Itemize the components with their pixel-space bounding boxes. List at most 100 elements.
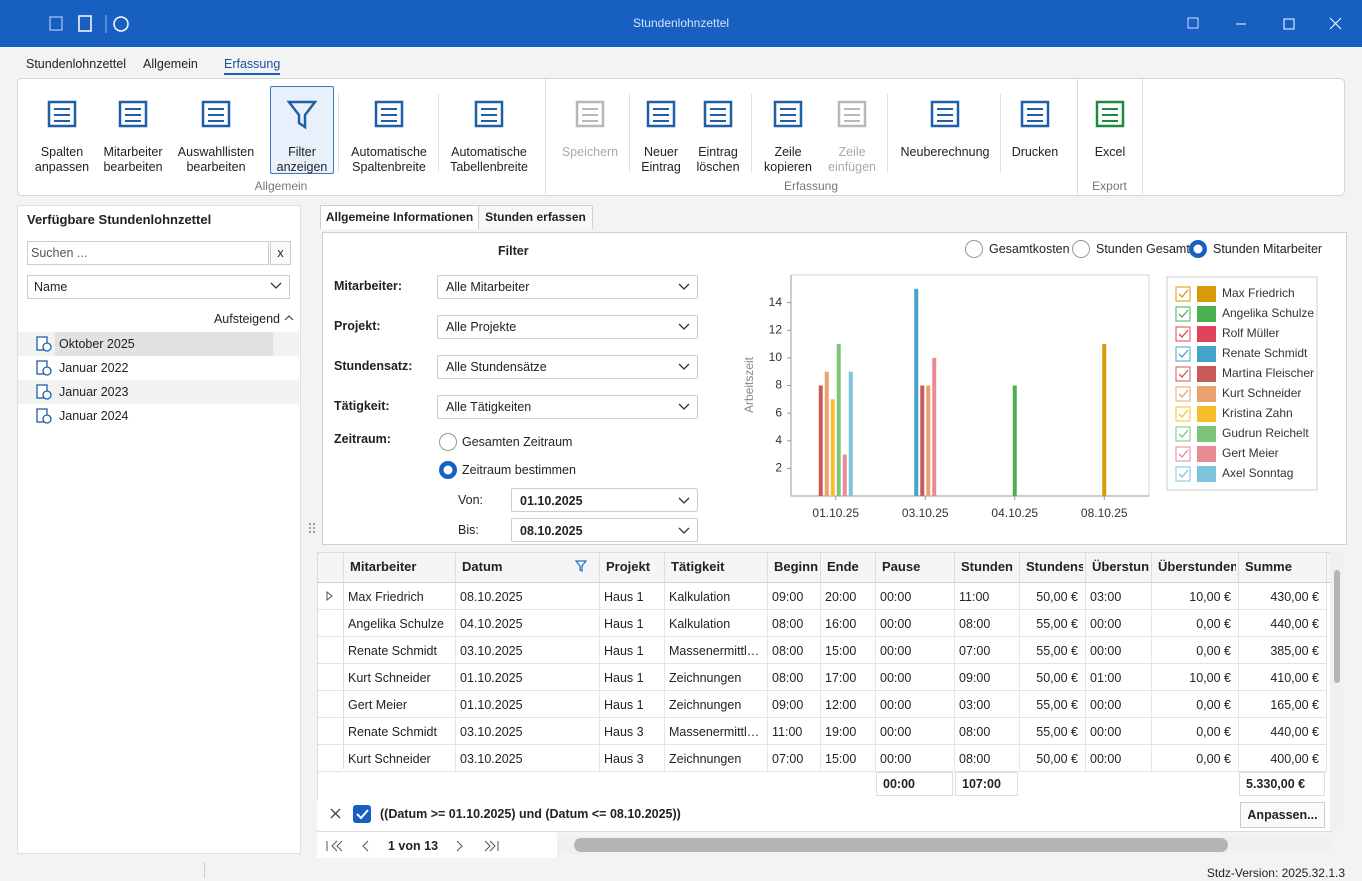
sheet-item[interactable]: Januar 2024 bbox=[59, 408, 129, 424]
grid-cell[interactable]: 08:00 bbox=[772, 643, 813, 659]
legend-checkbox[interactable] bbox=[1176, 347, 1190, 361]
ribbon-tab[interactable]: Erfassung bbox=[224, 56, 280, 75]
grid-cell[interactable]: 09:00 bbox=[959, 670, 1012, 686]
grid-cell[interactable]: 07:00 bbox=[772, 751, 813, 767]
tab[interactable]: Stunden erfassen bbox=[478, 205, 593, 229]
previous-page-button[interactable] bbox=[363, 841, 368, 851]
column-header[interactable]: Stunden bbox=[961, 559, 1017, 575]
column-header[interactable]: Ende bbox=[827, 559, 873, 575]
grid-cell[interactable]: Massenermittlung bbox=[669, 643, 760, 659]
column-filter-icon[interactable] bbox=[575, 560, 587, 572]
grid-cell[interactable]: 20:00 bbox=[825, 589, 868, 605]
column-header[interactable]: Überstunden € bbox=[1158, 559, 1236, 575]
sheet-item[interactable]: Oktober 2025 bbox=[59, 336, 135, 352]
grid-cell[interactable]: Zeichnungen bbox=[669, 751, 760, 767]
grid-cell[interactable]: 50,00 € bbox=[1024, 670, 1078, 686]
ribbon-tab[interactable]: Allgemein bbox=[143, 56, 198, 72]
ribbon-button-label[interactable]: Excel bbox=[1055, 145, 1165, 160]
grid-cell[interactable]: 0,00 € bbox=[1156, 616, 1231, 632]
grid-cell[interactable]: 410,00 € bbox=[1243, 670, 1319, 686]
grid-cell[interactable]: Renate Schmidt bbox=[348, 643, 448, 659]
grid-cell[interactable]: 55,00 € bbox=[1024, 697, 1078, 713]
grid-cell[interactable]: 17:00 bbox=[825, 670, 868, 686]
grid-cell[interactable]: Haus 1 bbox=[604, 643, 657, 659]
radio-button[interactable] bbox=[964, 239, 984, 259]
grid-cell[interactable]: 10,00 € bbox=[1156, 670, 1231, 686]
column-header[interactable]: Überstunden bbox=[1092, 559, 1149, 575]
grid-cell[interactable]: 03.10.2025 bbox=[460, 751, 592, 767]
grid-cell[interactable]: 00:00 bbox=[1090, 724, 1144, 740]
grid-cell[interactable]: 00:00 bbox=[1090, 751, 1144, 767]
grid-cell[interactable]: 19:00 bbox=[825, 724, 868, 740]
grid-cell[interactable]: Haus 3 bbox=[604, 724, 657, 740]
grid-cell[interactable]: 09:00 bbox=[772, 697, 813, 713]
grid-cell[interactable]: 11:00 bbox=[959, 589, 1012, 605]
grid-cell[interactable]: 385,00 € bbox=[1243, 643, 1319, 659]
legend-checkbox[interactable] bbox=[1176, 307, 1190, 321]
grid-cell[interactable]: 08:00 bbox=[772, 616, 813, 632]
radio-button[interactable] bbox=[438, 460, 458, 480]
first-page-button[interactable] bbox=[327, 841, 342, 851]
grid-cell[interactable]: 11:00 bbox=[772, 724, 813, 740]
legend-checkbox[interactable] bbox=[1176, 387, 1190, 401]
grid-cell[interactable]: Zeichnungen bbox=[669, 670, 760, 686]
grid-cell[interactable]: 03.10.2025 bbox=[460, 643, 592, 659]
grid-cell[interactable]: 00:00 bbox=[880, 697, 947, 713]
legend-checkbox[interactable] bbox=[1176, 467, 1190, 481]
grid-cell[interactable]: Haus 1 bbox=[604, 670, 657, 686]
column-header[interactable]: Summe bbox=[1245, 559, 1324, 575]
column-header[interactable]: Tätigkeit bbox=[671, 559, 765, 575]
sheet-item[interactable]: Januar 2022 bbox=[59, 360, 129, 376]
radio-label[interactable]: Zeitraum bestimmen bbox=[462, 462, 576, 478]
legend-checkbox[interactable] bbox=[1176, 407, 1190, 421]
chart-option-label[interactable]: Stunden Gesamt bbox=[1096, 241, 1190, 257]
grid-cell[interactable]: 16:00 bbox=[825, 616, 868, 632]
legend-checkbox[interactable] bbox=[1176, 427, 1190, 441]
filter-checkbox[interactable] bbox=[353, 805, 371, 823]
grid-cell[interactable]: Angelika Schulze bbox=[348, 616, 448, 632]
grid-cell[interactable]: 00:00 bbox=[1090, 616, 1144, 632]
column-header[interactable]: Stundensatz bbox=[1026, 559, 1083, 575]
vertical-scroll-thumb[interactable] bbox=[1334, 570, 1340, 683]
grid-cell[interactable]: 07:00 bbox=[959, 643, 1012, 659]
grid-cell[interactable]: 440,00 € bbox=[1243, 616, 1319, 632]
splitter-grip[interactable] bbox=[307, 520, 317, 536]
grid-cell[interactable]: 03:00 bbox=[959, 697, 1012, 713]
grid-cell[interactable]: 00:00 bbox=[880, 751, 947, 767]
grid-cell[interactable]: 09:00 bbox=[772, 589, 813, 605]
grid-cell[interactable]: 55,00 € bbox=[1024, 724, 1078, 740]
legend-checkbox[interactable] bbox=[1176, 287, 1190, 301]
grid-cell[interactable]: Haus 3 bbox=[604, 751, 657, 767]
grid-cell[interactable]: 50,00 € bbox=[1024, 751, 1078, 767]
grid-cell[interactable]: 00:00 bbox=[880, 670, 947, 686]
grid-cell[interactable]: Gert Meier bbox=[348, 697, 448, 713]
sheet-item[interactable]: Januar 2023 bbox=[59, 384, 129, 400]
grid-cell[interactable]: 15:00 bbox=[825, 751, 868, 767]
radio-label[interactable]: Gesamten Zeitraum bbox=[462, 434, 572, 450]
grid-cell[interactable]: 50,00 € bbox=[1024, 589, 1078, 605]
chart-option-label[interactable]: Gesamtkosten bbox=[989, 241, 1070, 257]
last-page-button[interactable] bbox=[485, 841, 498, 851]
column-header[interactable]: Projekt bbox=[606, 559, 662, 575]
grid-cell[interactable]: Zeichnungen bbox=[669, 697, 760, 713]
grid-cell[interactable]: 0,00 € bbox=[1156, 751, 1231, 767]
grid-cell[interactable]: 04.10.2025 bbox=[460, 616, 592, 632]
grid-cell[interactable]: 00:00 bbox=[880, 643, 947, 659]
grid-cell[interactable]: 55,00 € bbox=[1024, 616, 1078, 632]
clear-filter-icon[interactable] bbox=[331, 809, 340, 818]
grid-cell[interactable]: 00:00 bbox=[1090, 643, 1144, 659]
legend-checkbox[interactable] bbox=[1176, 367, 1190, 381]
legend-checkbox[interactable] bbox=[1176, 447, 1190, 461]
sort-order[interactable]: Aufsteigend bbox=[180, 311, 280, 327]
grid-cell[interactable]: 01.10.2025 bbox=[460, 697, 592, 713]
ribbon-tab[interactable]: Stundenlohnzettel bbox=[26, 56, 126, 72]
column-header[interactable]: Pause bbox=[882, 559, 952, 575]
radio-button[interactable] bbox=[1071, 239, 1091, 259]
legend-checkbox[interactable] bbox=[1176, 327, 1190, 341]
grid-cell[interactable]: 00:00 bbox=[880, 616, 947, 632]
grid-cell[interactable]: Haus 1 bbox=[604, 616, 657, 632]
grid-cell[interactable]: 15:00 bbox=[825, 643, 868, 659]
grid-cell[interactable]: 10,00 € bbox=[1156, 589, 1231, 605]
tab[interactable]: Allgemeine Informationen bbox=[320, 205, 479, 229]
ribbon-button-label[interactable]: Automatische Spaltenbreite bbox=[334, 145, 444, 175]
